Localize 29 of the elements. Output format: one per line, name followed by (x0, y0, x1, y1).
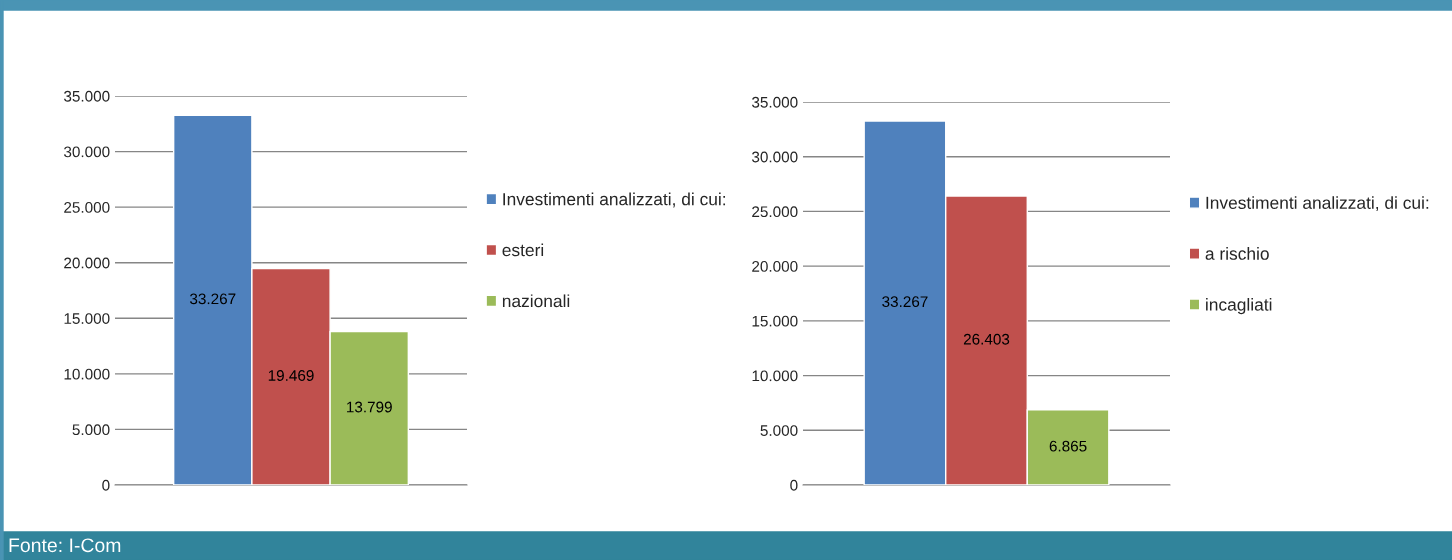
y-tick-label: 25.000 (64, 202, 110, 213)
data-label: 6.865 (1049, 440, 1087, 452)
y-tick-label: 25.000 (752, 206, 798, 218)
legend-label: Investimenti analizzati, di cui: (1206, 196, 1429, 212)
y-tick-label: 15.000 (752, 315, 798, 327)
legend-label: Investimenti analizzati, di cui: (503, 192, 726, 208)
y-tick-label: 30.000 (752, 151, 798, 163)
legend-label: incagliati (1206, 298, 1272, 315)
y-tick-label: 0 (102, 479, 110, 491)
y-tick-label: 30.000 (64, 146, 110, 158)
legend-label: nazionali (502, 294, 570, 308)
y-tick-label: 35.000 (752, 96, 798, 108)
y-tick-label: 0 (790, 479, 798, 491)
data-label: 33.267 (882, 296, 928, 308)
source-note: Fonte: I-Com (9, 538, 121, 553)
legend-label: a rischio (1205, 247, 1269, 260)
y-tick-label: 10.000 (64, 368, 110, 380)
y-tick-label: 20.000 (752, 261, 798, 272)
y-tick-label: 5.000 (760, 425, 798, 436)
y-tick-label: 15.000 (64, 313, 110, 324)
data-label: 13.799 (347, 401, 392, 413)
y-tick-label: 10.000 (752, 370, 798, 382)
data-label: 19.469 (268, 370, 314, 381)
y-tick-label: 5.000 (72, 424, 110, 436)
y-tick-label: 20.000 (64, 257, 110, 269)
data-label: 26.403 (963, 333, 1010, 345)
y-tick-label: 35.000 (64, 90, 110, 102)
data-label: 33.267 (190, 293, 236, 305)
legend-label: esteri (502, 243, 544, 257)
